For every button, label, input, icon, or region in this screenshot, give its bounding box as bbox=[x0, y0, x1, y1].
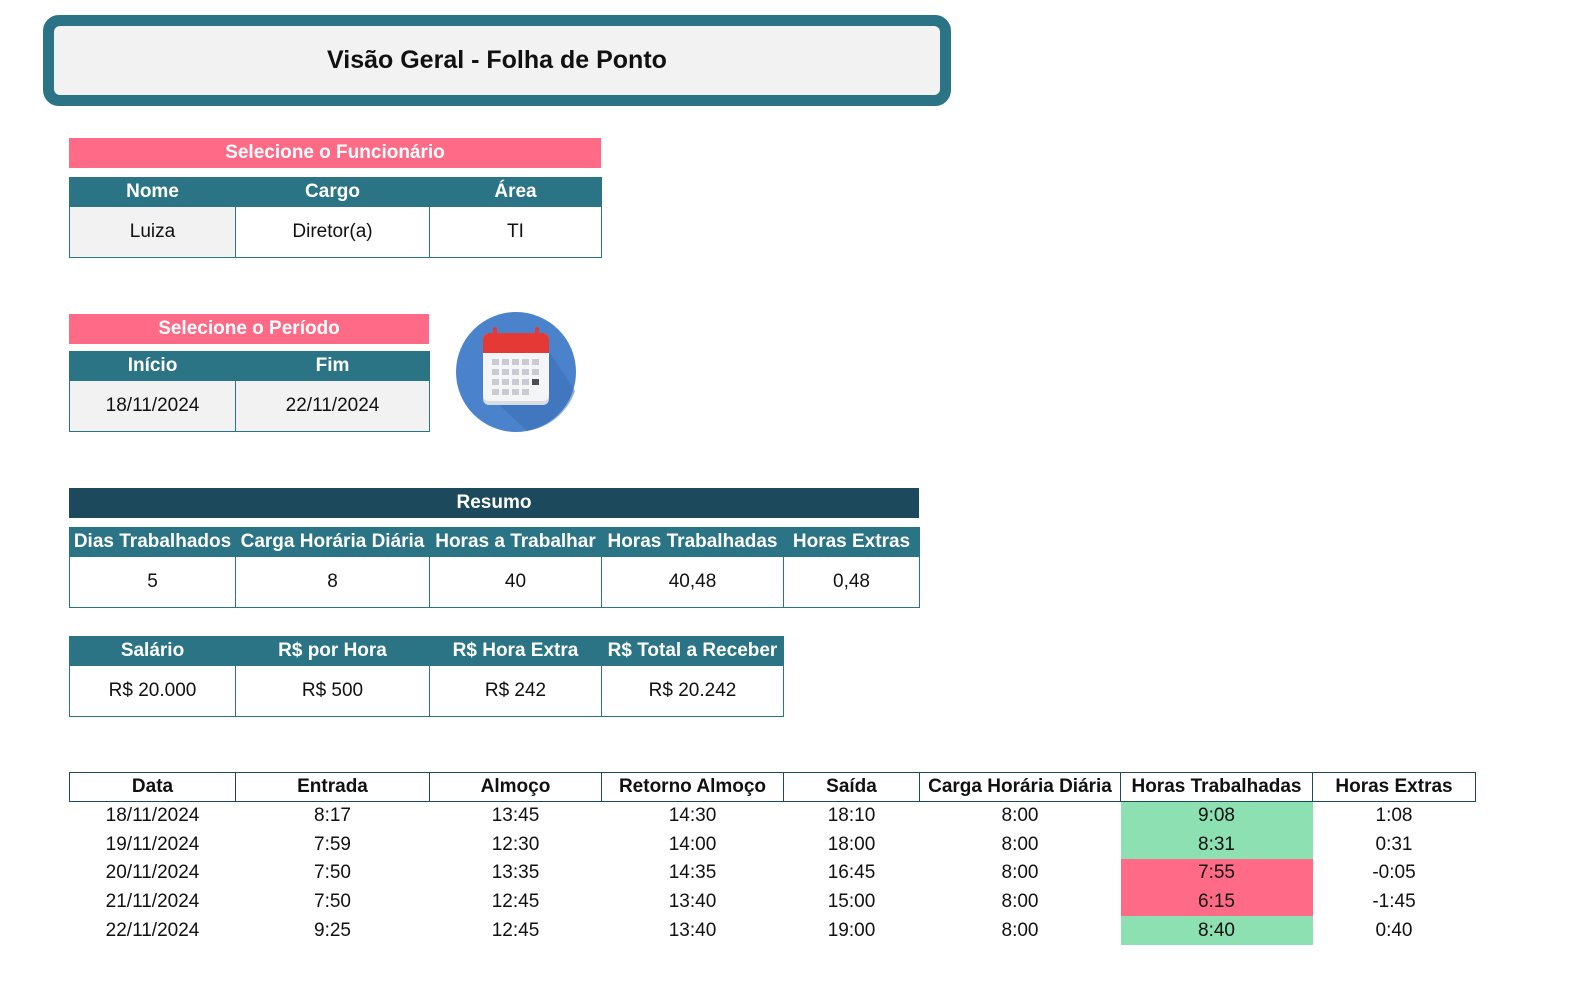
table-row: 18/11/2024 8:17 13:45 14:30 18:10 8:00 9:08 1:0… bbox=[70, 801, 1476, 831]
log-cell-retorno: 14:30 bbox=[668, 805, 717, 827]
pay-por-hora-value: R$ 500 bbox=[235, 665, 430, 717]
summary-header-carga: Carga Horária Diária bbox=[235, 527, 430, 557]
log-header-saida: Saída bbox=[783, 772, 920, 802]
summary-table: Dias Trabalhados Carga Horária Diária Ho… bbox=[69, 527, 920, 608]
period-header-inicio: Início bbox=[69, 351, 236, 381]
log-header-trabalhadas: Horas Trabalhadas bbox=[1120, 772, 1313, 802]
employee-header-nome: Nome bbox=[69, 177, 236, 207]
log-cell-extras: 1:08 bbox=[1375, 805, 1413, 827]
log-cell-entrada: 7:50 bbox=[314, 862, 351, 884]
table-row: 21/11/2024 7:50 12:45 13:40 15:00 8:00 6:15 -1:… bbox=[70, 887, 1476, 917]
pay-header-salario: Salário bbox=[69, 636, 236, 666]
period-end-input[interactable]: 22/11/2024 bbox=[235, 380, 430, 432]
log-header-retorno: Retorno Almoço bbox=[601, 772, 784, 802]
calendar-icon[interactable] bbox=[455, 311, 577, 433]
log-cell-almoco: 13:45 bbox=[491, 805, 540, 827]
period-start-input[interactable]: 18/11/2024 bbox=[69, 380, 236, 432]
log-cell-trabalhadas: 8:40 bbox=[1120, 916, 1313, 945]
log-cell-data: 22/11/2024 bbox=[105, 919, 200, 941]
log-cell-data: 18/11/2024 bbox=[105, 805, 200, 827]
period-header-fim: Fim bbox=[235, 351, 430, 381]
log-cell-almoco: 13:35 bbox=[491, 862, 540, 884]
log-cell-extras: -1:45 bbox=[1372, 891, 1416, 913]
page-title: Visão Geral - Folha de Ponto bbox=[54, 26, 940, 95]
log-cell-almoco: 12:30 bbox=[491, 833, 540, 855]
log-cell-retorno: 13:40 bbox=[668, 919, 717, 941]
summary-header-horas-trabalhar: Horas a Trabalhar bbox=[429, 527, 602, 557]
log-header-data: Data bbox=[69, 772, 236, 802]
log-header-carga: Carga Horária Diária bbox=[919, 772, 1121, 802]
pay-header-por-hora: R$ por Hora bbox=[235, 636, 430, 666]
select-period-label: Selecione o Período bbox=[69, 314, 429, 344]
log-cell-extras: 0:31 bbox=[1375, 833, 1413, 855]
employee-name-select[interactable]: Luiza bbox=[69, 206, 236, 258]
log-cell-carga: 8:00 bbox=[1001, 833, 1039, 855]
log-cell-data: 19/11/2024 bbox=[105, 833, 200, 855]
select-employee-label: Selecione o Funcionário bbox=[69, 138, 601, 168]
log-cell-saida: 16:45 bbox=[827, 862, 876, 884]
summary-title: Resumo bbox=[69, 488, 919, 518]
table-row: 20/11/2024 7:50 13:35 14:35 16:45 8:00 7:55 -0:… bbox=[70, 859, 1476, 888]
timesheet-table: Data Entrada Almoço Retorno Almoço Saída… bbox=[69, 772, 1476, 945]
log-cell-entrada: 7:59 bbox=[314, 833, 351, 855]
log-header-entrada: Entrada bbox=[235, 772, 430, 802]
log-cell-retorno: 14:35 bbox=[668, 862, 717, 884]
log-cell-carga: 8:00 bbox=[1001, 891, 1039, 913]
pay-header-hora-extra: R$ Hora Extra bbox=[429, 636, 602, 666]
summary-header-dias: Dias Trabalhados bbox=[69, 527, 236, 557]
log-cell-extras: 0:40 bbox=[1375, 919, 1413, 941]
log-cell-entrada: 9:25 bbox=[314, 919, 351, 941]
period-table: Início Fim 18/11/2024 22/11/2024 bbox=[69, 351, 430, 432]
employee-header-cargo: Cargo bbox=[235, 177, 430, 207]
log-cell-data: 21/11/2024 bbox=[105, 891, 200, 913]
employee-cargo-value: Diretor(a) bbox=[235, 206, 430, 258]
pay-table: Salário R$ por Hora R$ Hora Extra R$ Tot… bbox=[69, 636, 784, 717]
log-cell-trabalhadas: 6:15 bbox=[1120, 887, 1313, 917]
log-cell-data: 20/11/2024 bbox=[105, 862, 200, 884]
log-cell-saida: 18:10 bbox=[827, 805, 876, 827]
log-header-almoco: Almoço bbox=[429, 772, 602, 802]
log-cell-almoco: 12:45 bbox=[491, 891, 540, 913]
log-cell-extras: -0:05 bbox=[1372, 862, 1416, 884]
table-row: 22/11/2024 9:25 12:45 13:40 19:00 8:00 8:40 0:4… bbox=[70, 916, 1476, 945]
summary-header-horas-trabalhadas: Horas Trabalhadas bbox=[601, 527, 784, 557]
summary-horas-trabalhar-value: 40 bbox=[429, 556, 602, 608]
pay-salario-value: R$ 20.000 bbox=[69, 665, 236, 717]
summary-horas-extras-value: 0,48 bbox=[783, 556, 920, 608]
log-cell-saida: 18:00 bbox=[827, 833, 876, 855]
summary-horas-trabalhadas-value: 40,48 bbox=[601, 556, 784, 608]
log-cell-trabalhadas: 9:08 bbox=[1120, 801, 1313, 831]
summary-header-horas-extras: Horas Extras bbox=[783, 527, 920, 557]
log-cell-trabalhadas: 7:55 bbox=[1120, 859, 1313, 888]
log-cell-retorno: 13:40 bbox=[668, 891, 717, 913]
summary-dias-value: 5 bbox=[69, 556, 236, 608]
pay-total-value: R$ 20.242 bbox=[601, 665, 784, 717]
summary-carga-value: 8 bbox=[235, 556, 430, 608]
table-row: 19/11/2024 7:59 12:30 14:00 18:00 8:00 8:31 0:3… bbox=[70, 830, 1476, 860]
employee-area-value: TI bbox=[429, 206, 602, 258]
log-cell-entrada: 7:50 bbox=[314, 891, 351, 913]
log-cell-entrada: 8:17 bbox=[314, 805, 351, 827]
log-header-extras: Horas Extras bbox=[1312, 772, 1476, 802]
log-cell-carga: 8:00 bbox=[1001, 862, 1039, 884]
title-banner: Visão Geral - Folha de Ponto bbox=[43, 15, 951, 106]
log-cell-trabalhadas: 8:31 bbox=[1120, 830, 1313, 860]
log-cell-carga: 8:00 bbox=[1001, 919, 1039, 941]
pay-hora-extra-value: R$ 242 bbox=[429, 665, 602, 717]
log-cell-saida: 19:00 bbox=[827, 919, 876, 941]
employee-table: Nome Cargo Área Luiza Diretor(a) TI bbox=[69, 177, 602, 258]
log-cell-carga: 8:00 bbox=[1001, 805, 1039, 827]
employee-header-area: Área bbox=[429, 177, 602, 207]
log-cell-almoco: 12:45 bbox=[491, 919, 540, 941]
log-cell-saida: 15:00 bbox=[827, 891, 876, 913]
pay-header-total: R$ Total a Receber bbox=[601, 636, 784, 666]
log-cell-retorno: 14:00 bbox=[668, 833, 717, 855]
